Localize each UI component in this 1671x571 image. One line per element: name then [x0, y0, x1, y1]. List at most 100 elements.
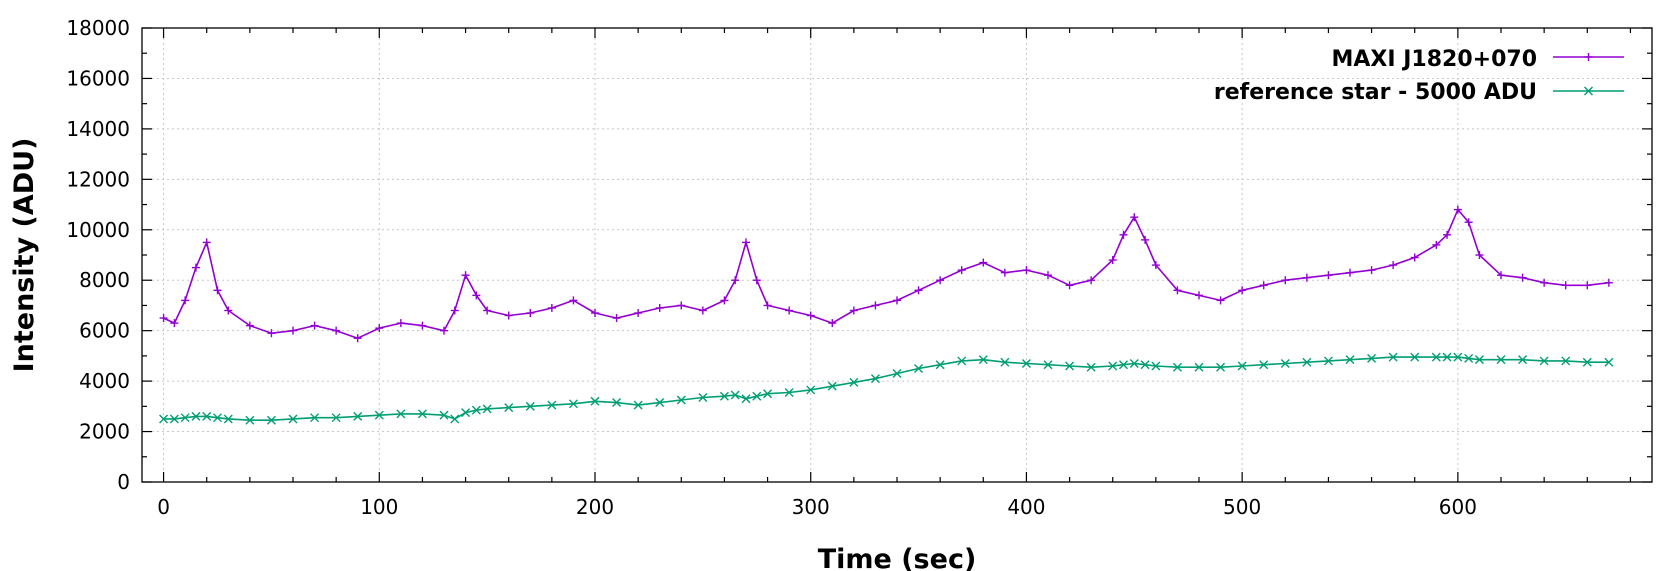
data-point-reference-star — [1496, 355, 1506, 365]
data-point-maxi — [1259, 281, 1268, 290]
series-line-reference-star — [163, 356, 1609, 422]
data-point-reference-star — [482, 404, 492, 414]
series-layer — [159, 205, 1614, 425]
data-point-maxi — [159, 314, 168, 323]
data-point-maxi — [698, 306, 707, 315]
y-tick-label: 18000 — [66, 16, 130, 40]
data-point-reference-star — [288, 414, 298, 424]
data-point-reference-star — [245, 415, 255, 425]
data-point-reference-star — [1474, 355, 1484, 365]
data-point-reference-star — [213, 413, 222, 423]
data-point-maxi — [1000, 268, 1009, 277]
data-point-maxi — [569, 296, 578, 305]
data-point-maxi — [763, 301, 772, 310]
data-point-maxi — [785, 306, 794, 315]
data-point-maxi — [375, 324, 384, 333]
data-point-maxi — [731, 276, 740, 285]
data-point-reference-star — [827, 381, 837, 391]
data-point-maxi — [1604, 278, 1613, 287]
x-tick-label: 300 — [792, 495, 830, 519]
data-point-reference-star — [1021, 358, 1031, 368]
data-point-maxi — [1119, 230, 1128, 239]
legend-marker-reference-star — [1584, 86, 1593, 96]
data-point-reference-star — [471, 405, 481, 415]
data-point-reference-star — [914, 364, 924, 373]
data-point-reference-star — [741, 394, 751, 404]
legend-marker-glyph — [1584, 53, 1593, 61]
data-point-maxi — [202, 238, 211, 247]
x-tick-label: 100 — [360, 495, 398, 519]
data-point-maxi — [612, 314, 621, 323]
data-point-reference-star — [1129, 358, 1139, 368]
data-point-reference-star — [310, 413, 320, 423]
data-point-reference-star — [191, 411, 201, 421]
data-point-reference-star — [892, 369, 902, 379]
data-point-reference-star — [1108, 361, 1118, 371]
data-point-maxi — [1216, 296, 1225, 305]
data-point-reference-star — [1194, 362, 1204, 372]
data-point-reference-star — [655, 398, 665, 408]
data-point-reference-star — [1345, 355, 1355, 365]
data-point-reference-star — [1539, 356, 1549, 366]
series-reference-star — [159, 352, 1614, 425]
data-point-reference-star — [1431, 352, 1441, 362]
data-point-reference-star — [1323, 356, 1333, 366]
data-point-maxi — [547, 303, 556, 312]
data-point-maxi — [1324, 271, 1333, 280]
data-point-reference-star — [730, 390, 740, 400]
data-point-maxi — [936, 276, 945, 285]
data-point-reference-star — [396, 409, 406, 419]
data-point-reference-star — [935, 360, 945, 370]
data-point-maxi — [181, 296, 190, 305]
legend-label-maxi: MAXI J1820+070 — [1332, 47, 1538, 72]
data-point-maxi — [1065, 281, 1074, 290]
data-point-reference-star — [1237, 361, 1247, 371]
data-point-maxi — [332, 326, 341, 335]
data-point-maxi — [418, 321, 427, 330]
data-point-reference-star — [752, 391, 762, 401]
data-point-maxi — [310, 321, 319, 330]
data-point-maxi — [1583, 281, 1592, 290]
data-point-reference-star — [1140, 360, 1150, 370]
data-point-maxi — [893, 296, 901, 305]
data-point-reference-star — [169, 414, 179, 424]
data-point-reference-star — [676, 395, 686, 405]
data-point-maxi — [1518, 273, 1527, 282]
data-point-maxi — [1130, 213, 1139, 222]
data-point-reference-star — [870, 374, 880, 384]
data-point-maxi — [440, 326, 448, 335]
data-point-reference-star — [1043, 360, 1053, 370]
data-point-reference-star — [1302, 357, 1312, 367]
data-point-reference-star — [1464, 353, 1474, 363]
y-tick-label: 8000 — [79, 268, 130, 292]
data-point-reference-star — [1086, 362, 1096, 372]
series-line-maxi — [163, 208, 1609, 340]
data-point-maxi — [1497, 271, 1505, 280]
data-point-maxi — [1475, 251, 1484, 259]
data-point-maxi — [1108, 256, 1117, 265]
data-point-maxi — [1087, 276, 1096, 285]
legend-label-reference-star: reference star - 5000 ADU — [1214, 80, 1537, 105]
x-tick-label: 400 — [1007, 495, 1045, 519]
data-point-reference-star — [612, 398, 622, 408]
legend-marker-maxi — [1584, 53, 1593, 61]
data-point-maxi — [1195, 291, 1203, 300]
data-point-maxi — [1410, 253, 1419, 262]
y-tick-label: 14000 — [66, 117, 130, 141]
data-point-maxi — [720, 296, 729, 305]
data-point-maxi — [1561, 281, 1570, 290]
data-point-reference-star — [1410, 352, 1420, 362]
data-point-maxi — [483, 306, 492, 315]
data-point-maxi — [591, 309, 599, 318]
data-point-reference-star — [698, 393, 708, 403]
data-point-maxi — [1443, 230, 1452, 239]
data-point-reference-star — [957, 356, 967, 366]
data-point-reference-star — [849, 377, 859, 387]
data-point-maxi — [504, 311, 513, 320]
data-point-reference-star — [1388, 352, 1398, 362]
axis-ticks — [142, 27, 1652, 483]
data-point-reference-star — [1561, 356, 1571, 366]
data-point-maxi — [1151, 261, 1160, 270]
data-point-maxi — [828, 319, 837, 328]
data-point-reference-star — [450, 414, 460, 424]
